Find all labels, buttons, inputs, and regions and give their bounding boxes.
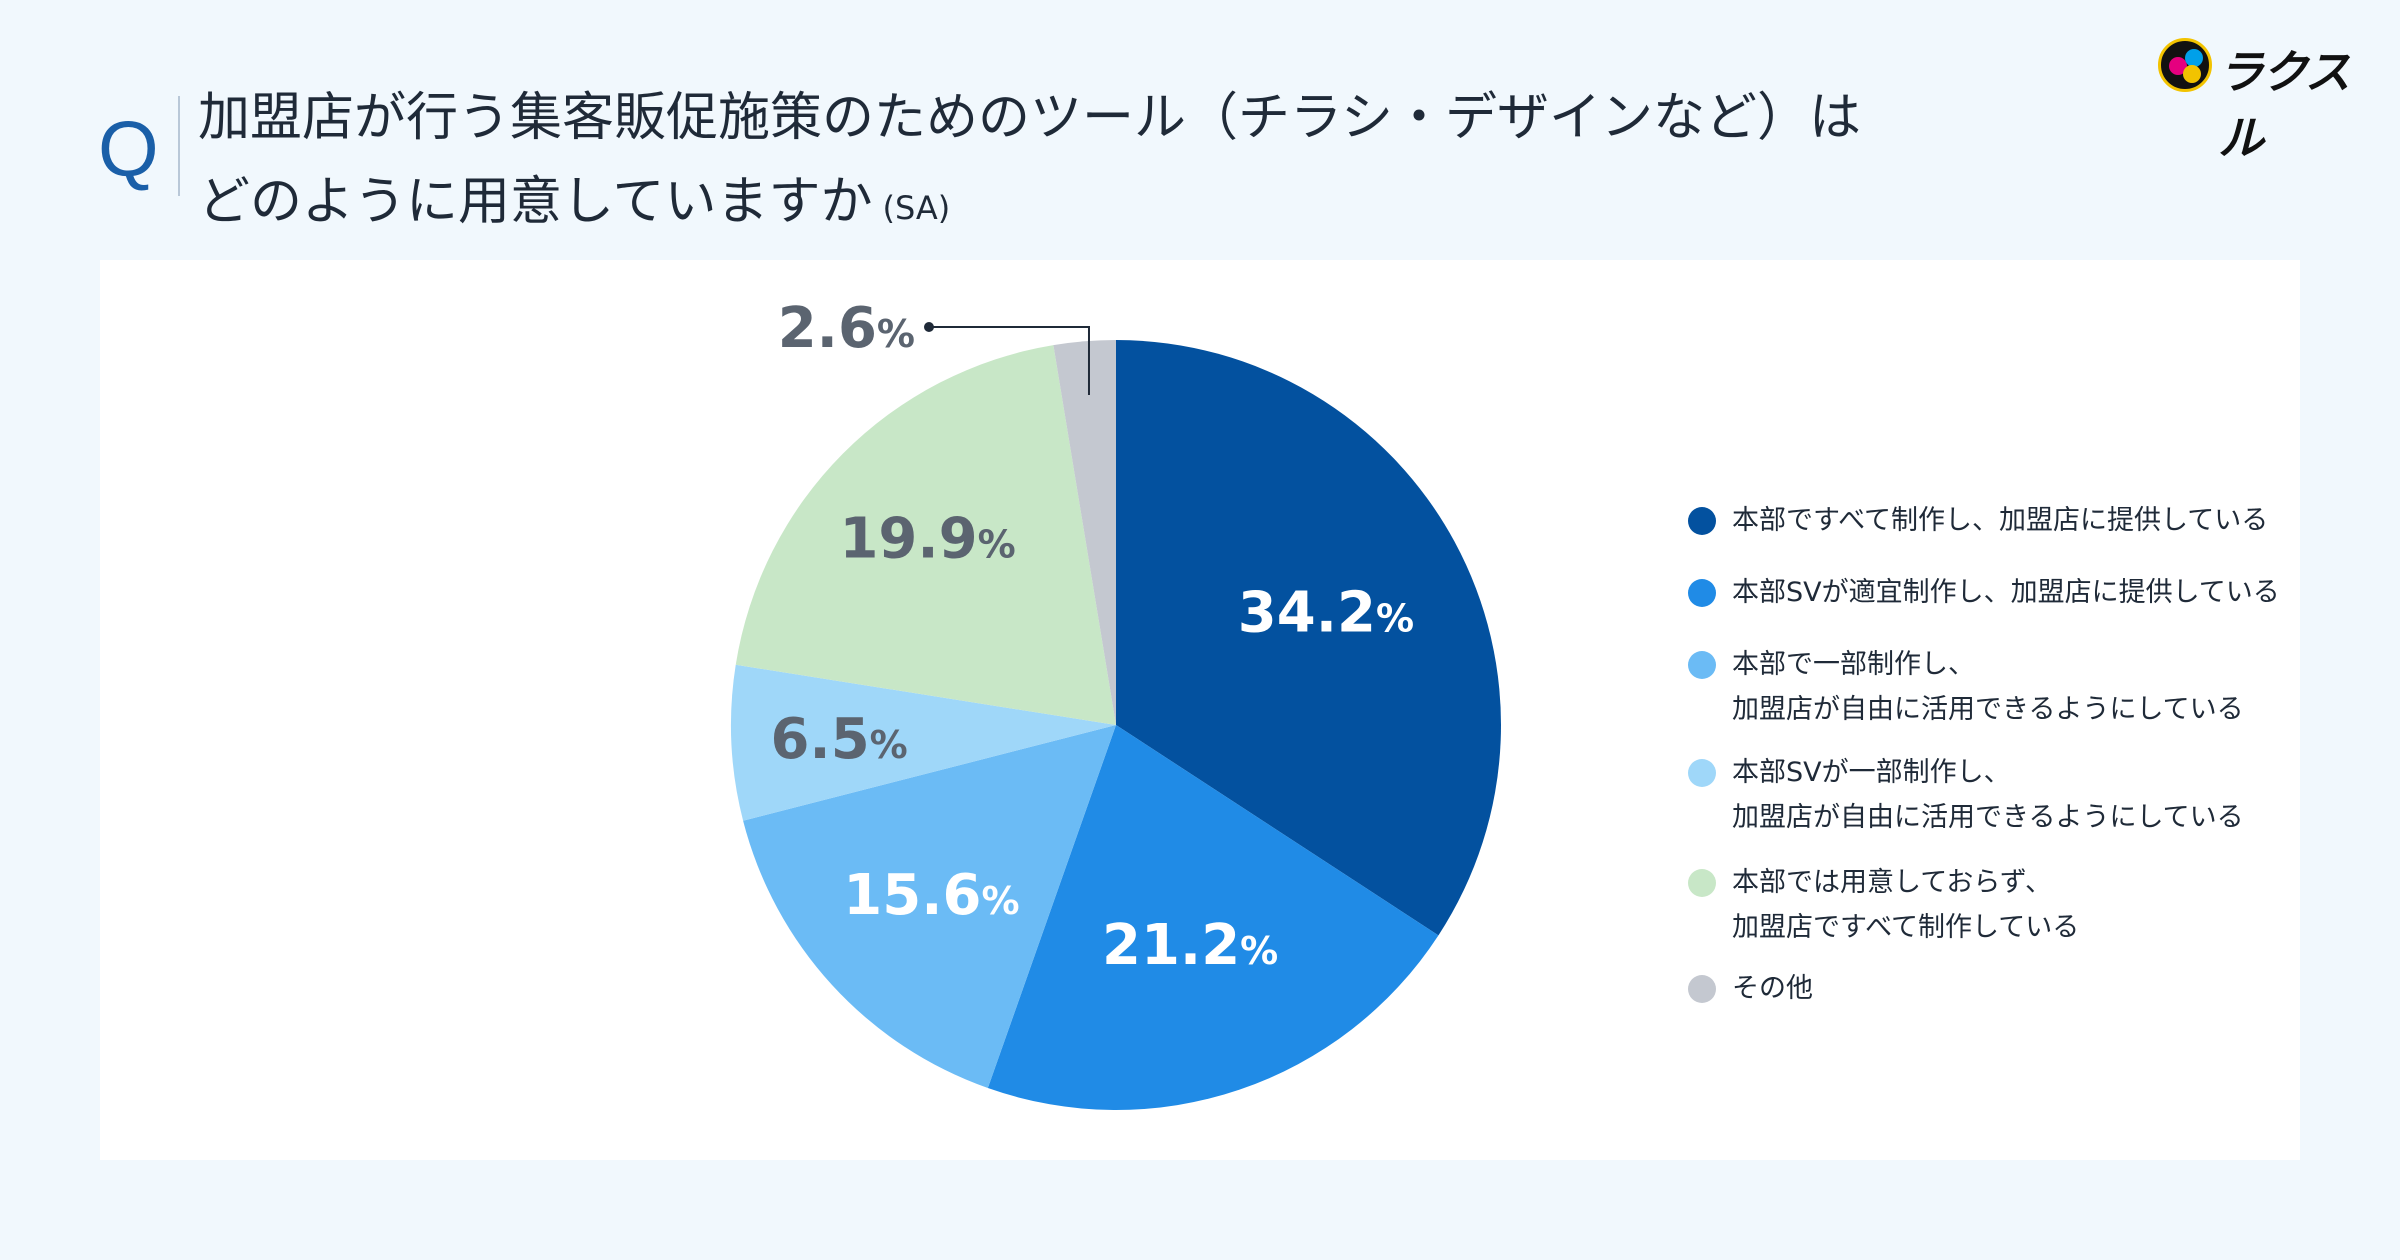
data-label-6: 2.6%: [778, 296, 915, 361]
legend-label: 本部で一部制作し、 加盟店が自由に活用できるようにしている: [1732, 649, 2244, 725]
legend-label: 本部では用意しておらず、 加盟店ですべて制作している: [1732, 867, 2080, 943]
legend-swatch: [1688, 975, 1716, 1003]
pie-slice-3: [743, 725, 1116, 1089]
legend-label: 本部ですべて制作し、加盟店に提供している: [1732, 505, 2269, 536]
pie-slice-5: [735, 345, 1116, 725]
legend-label: 本部SVが適宜制作し、加盟店に提供している: [1732, 577, 2280, 608]
legend-label: 本部SVが一部制作し、 加盟店が自由に活用できるようにしている: [1732, 757, 2244, 833]
callout-line: [928, 326, 1090, 396]
chart-panel: 34.2% 21.2% 15.6% 6.5% 19.9% 2.6% 本部ですべて制作し、加…: [100, 260, 2300, 1160]
pie-slice-1: [1116, 340, 1501, 936]
pie-slice-6: [1053, 340, 1116, 725]
legend-swatch: [1688, 651, 1716, 679]
data-label-5: 19.9%: [839, 507, 1015, 572]
title-divider: [178, 96, 180, 196]
legend-item-1: 本部ですべて制作し、加盟店に提供している: [1688, 498, 2268, 543]
pie-slice-2: [987, 725, 1439, 1110]
title-line-1: 加盟店が行う集客販促施策のためのツール（チラシ・デザインなど）は: [198, 88, 1861, 148]
legend-swatch: [1688, 759, 1716, 787]
page-title: 加盟店が行う集客販促施策のためのツール（チラシ・デザインなど）は どのように用意…: [198, 76, 2158, 250]
data-label-1: 34.2%: [1238, 580, 1414, 645]
pie-chart: 34.2% 21.2% 15.6% 6.5% 19.9% 2.6%: [731, 296, 1501, 1110]
legend-item-4: 本部SVが一部制作し、 加盟店が自由に活用できるようにしている: [1688, 750, 2244, 840]
raksul-logo-icon: [2158, 38, 2212, 92]
logo-text: ラクスル: [2218, 45, 2351, 165]
legend-item-3: 本部で一部制作し、 加盟店が自由に活用できるようにしている: [1688, 642, 2244, 732]
brand-logo: ラクスル: [2158, 34, 2368, 165]
data-label-3: 15.6%: [843, 863, 1019, 928]
legend-swatch: [1688, 579, 1716, 607]
legend-label: その他: [1732, 973, 1813, 1004]
question-mark: Q: [98, 105, 159, 193]
legend-item-6: その他: [1688, 966, 1813, 1011]
pie-slice-4: [731, 664, 1116, 821]
title-suffix: (SA): [882, 189, 951, 227]
legend-item-5: 本部では用意しておらず、 加盟店ですべて制作している: [1688, 860, 2079, 950]
callout-dot: [923, 322, 934, 332]
title-line-2-text: どのように用意していますか: [198, 172, 873, 232]
data-label-2: 21.2%: [1102, 913, 1278, 978]
data-label-4: 6.5%: [770, 707, 907, 772]
legend-item-2: 本部SVが適宜制作し、加盟店に提供している: [1688, 570, 2280, 615]
legend-swatch: [1688, 869, 1716, 897]
legend-swatch: [1688, 507, 1716, 535]
title-line-2: どのように用意していますか (SA): [198, 160, 2158, 250]
